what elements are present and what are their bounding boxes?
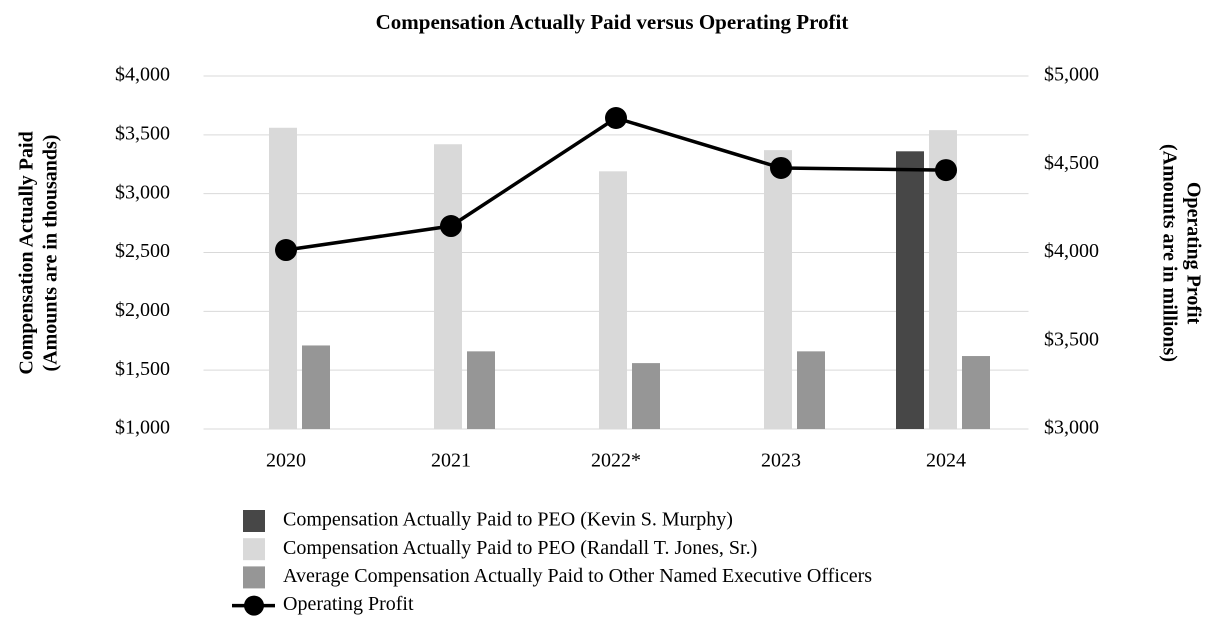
legend-label: Compensation Actually Paid to PEO (Kevin… [283,509,733,531]
bar [434,144,462,429]
legend-label: Average Compensation Actually Paid to Ot… [283,565,872,587]
y-tick-label: $1,000 [115,417,170,439]
y-tick-label: $2,000 [115,299,170,321]
line-marker [770,156,792,179]
y-tick-label: $2,500 [115,240,170,262]
chart-title: Compensation Actually Paid versus Operat… [376,10,849,34]
bar [764,150,792,429]
y-tick-label: $4,000 [115,64,170,86]
line-marker [275,239,297,262]
y-axis-title-line: Compensation Actually Paid [16,131,38,374]
y2-tick-label: $4,500 [1044,152,1099,174]
y2-axis-title-line: Operating Profit [1182,182,1204,325]
bar [467,351,495,429]
bar [269,127,297,430]
y2-tick-label: $3,500 [1044,328,1099,350]
legend-swatch [243,538,265,561]
y-tick-label: $3,000 [115,181,170,203]
line-marker [935,159,957,182]
y-tick-label: $3,500 [115,122,170,144]
y-axis-title: Compensation Actually Paid (Amounts are … [16,131,62,374]
y2-axis-title-line: (Amounts are in millions) [1158,144,1180,362]
bar [302,345,330,429]
bar [632,363,660,429]
y2-tick-label: $3,000 [1044,417,1099,439]
line-marker [440,215,462,238]
legend-swatch [244,595,264,616]
legend-swatch [243,510,265,532]
legend-label: Compensation Actually Paid to PEO (Randa… [283,537,757,559]
line-marker [605,107,627,130]
y-axis-title-line: (Amounts are in thousands) [40,135,62,372]
y2-tick-label: $5,000 [1044,64,1099,86]
y2-axis-title: Operating Profit (Amounts are in million… [1158,144,1204,362]
bar [896,151,924,429]
legend-label: Operating Profit [283,593,414,615]
bar [797,351,825,429]
x-tick-label: 2023 [761,450,801,472]
x-tick-label: 2022* [591,450,641,472]
bar [962,356,990,429]
x-tick-label: 2024 [926,450,966,472]
bar [599,171,627,429]
y-tick-label: $1,500 [115,358,170,380]
x-tick-label: 2020 [266,450,306,472]
legend-swatch [243,566,265,589]
y2-tick-label: $4,000 [1044,240,1099,262]
x-tick-label: 2021 [431,450,471,472]
